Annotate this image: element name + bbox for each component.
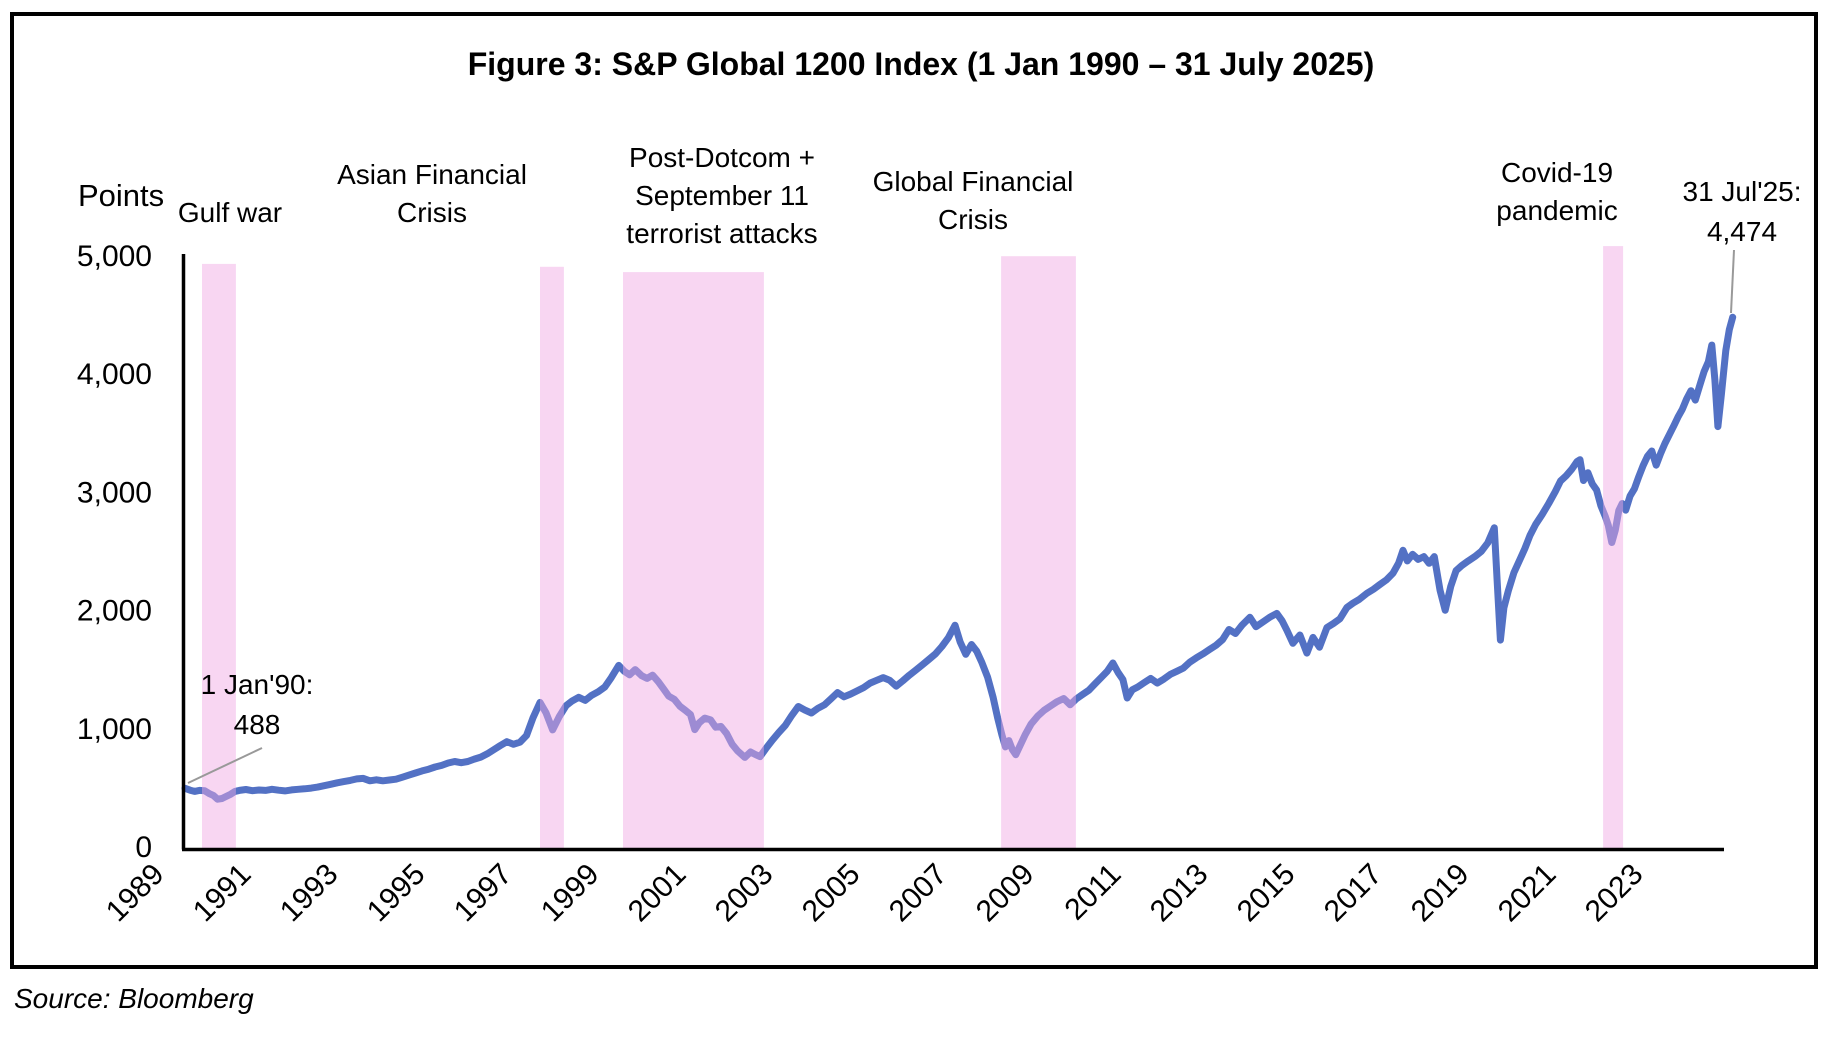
index-line xyxy=(181,313,1737,803)
x-tick-label: 2017 xyxy=(1318,858,1389,929)
y-tick-label: 4,000 xyxy=(77,358,152,391)
y-tick-label: 2,000 xyxy=(77,595,152,628)
crisis-band xyxy=(1001,256,1076,848)
x-tick-labels: 1989 1991 1993 1995 1997 1999 2001 2003 2005 2007… xyxy=(100,858,1650,929)
x-tick-label: 2001 xyxy=(622,858,693,929)
annotation-end-value: 31 Jul'25: 4,474 xyxy=(1682,176,1802,247)
x-tick-label: 1997 xyxy=(448,858,519,929)
x-tick-label: 2005 xyxy=(796,858,867,929)
x-tick-label: 1993 xyxy=(274,858,345,929)
y-tick-label: 5,000 xyxy=(77,240,152,273)
x-tick-label: 2007 xyxy=(883,858,954,929)
x-tick-label: 2019 xyxy=(1405,858,1476,929)
annotation-gulf-war: Gulf war xyxy=(177,197,283,228)
x-tick-label: 1999 xyxy=(535,858,606,929)
annotation-asian-crisis: Asian Financial Crisis xyxy=(337,159,527,228)
crisis-band xyxy=(202,263,236,848)
annotation-covid: Covid-19 pandemic xyxy=(1496,157,1618,226)
x-tick-label: 2021 xyxy=(1492,858,1563,929)
end-callout-leader-line xyxy=(1730,249,1735,314)
x-tick-label: 2015 xyxy=(1231,858,1302,929)
x-tick-label: 1989 xyxy=(100,858,171,929)
y-tick-label: 3,000 xyxy=(77,476,152,509)
annotation-gfc: Global Financial Crisis xyxy=(872,166,1074,235)
x-tick-label: 1995 xyxy=(361,858,432,929)
x-tick-label: 2003 xyxy=(709,858,780,929)
x-tick-label: 1991 xyxy=(187,858,258,929)
annotation-dotcom-sept11: Post-Dotcom + September 11 terrorist att… xyxy=(626,142,818,249)
x-tick-label: 2013 xyxy=(1144,858,1215,929)
y-tick-label: 0 xyxy=(135,831,152,864)
chart-title: Figure 3: S&P Global 1200 Index (1 Jan 1… xyxy=(467,46,1375,82)
x-tick-label: 2009 xyxy=(970,858,1041,929)
figure-border xyxy=(10,12,1818,969)
crisis-band xyxy=(623,272,764,849)
start-callout-leader-line xyxy=(187,747,263,784)
y-tick-labels: 5,000 4,000 3,000 2,000 1,000 0 xyxy=(77,240,152,864)
x-tick-label: 2023 xyxy=(1579,858,1650,929)
annotation-start-value: 1 Jan'90: 488 xyxy=(200,669,314,740)
crisis-band xyxy=(540,266,564,848)
x-tick-label: 2011 xyxy=(1058,858,1127,927)
crisis-bands-layer xyxy=(202,246,1624,849)
source-credit: Source: Bloomberg xyxy=(14,983,254,1014)
y-axis-unit-label: Points xyxy=(78,178,165,213)
y-tick-label: 1,000 xyxy=(77,713,152,746)
crisis-band xyxy=(1603,246,1624,849)
index-line-layer xyxy=(181,313,1737,803)
